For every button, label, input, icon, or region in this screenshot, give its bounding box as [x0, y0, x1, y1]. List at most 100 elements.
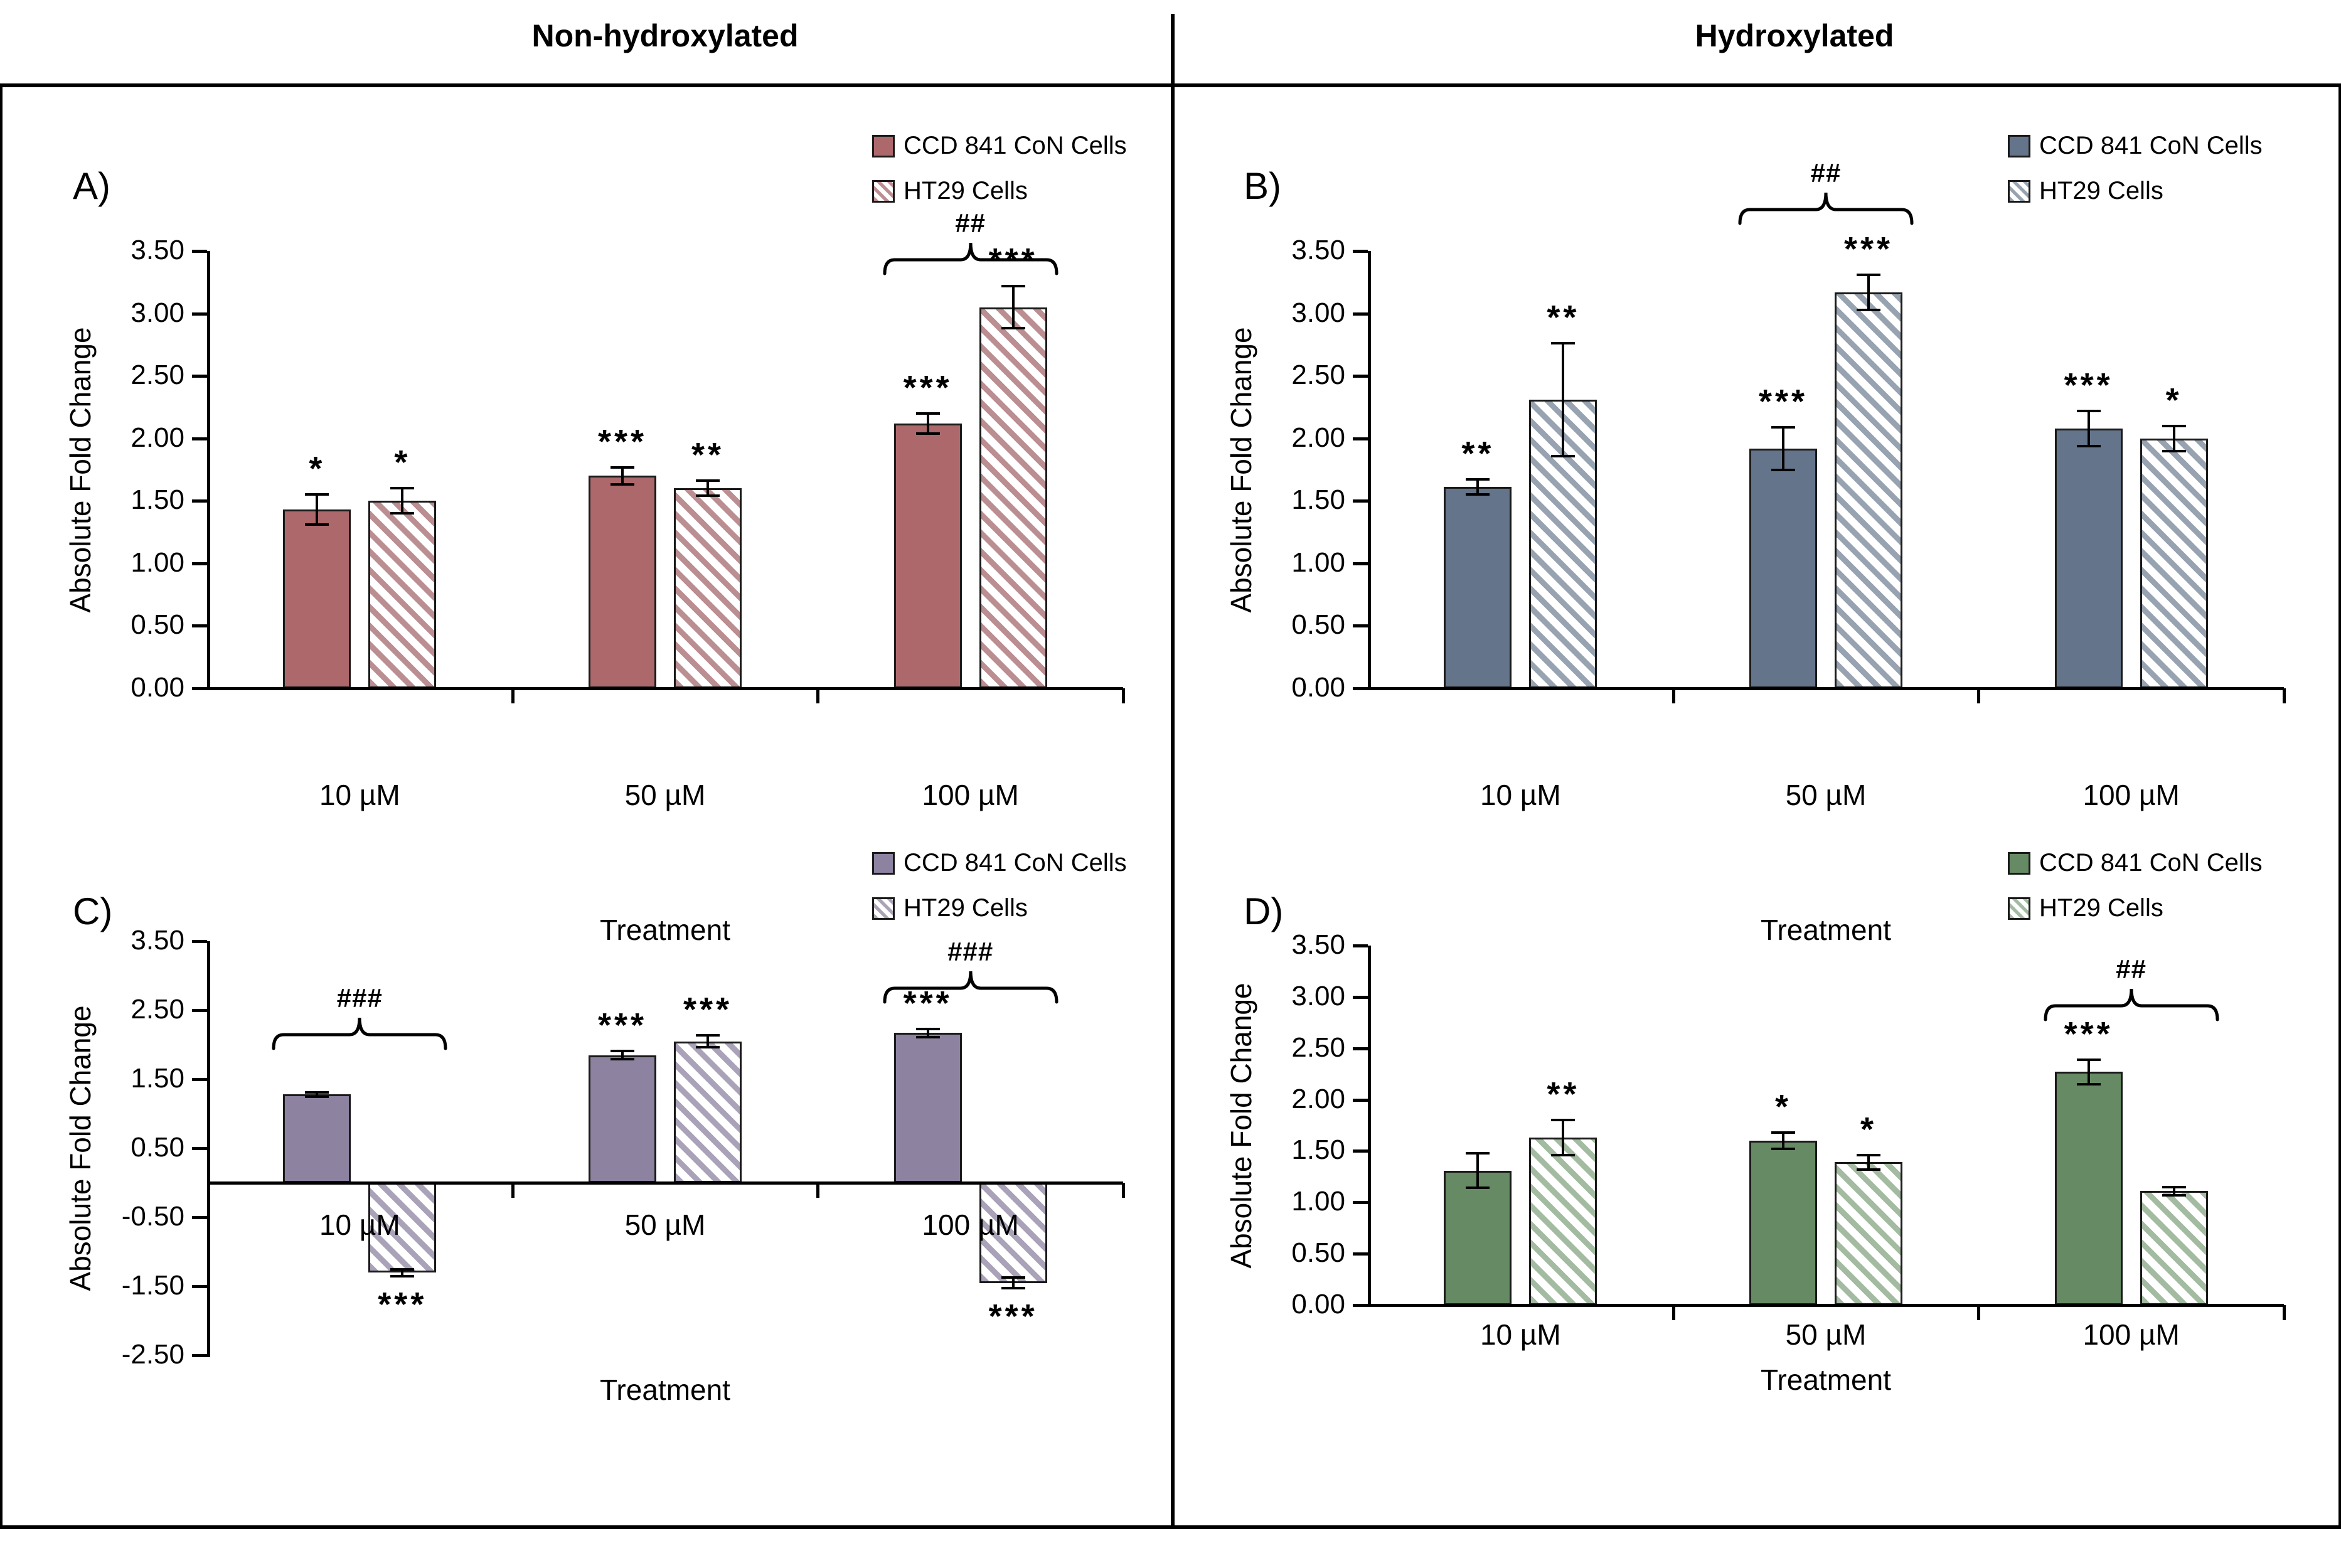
error-bar-line — [1562, 343, 1565, 456]
y-tick-label: 3.00 — [1291, 980, 1345, 1011]
x-axis-title: Treatment — [600, 914, 730, 946]
y-tick-mark — [1353, 687, 1368, 690]
y-tick-label: -0.50 — [121, 1201, 184, 1232]
y-tick-label: 0.50 — [1291, 1237, 1345, 1269]
x-tick-mark — [2283, 1305, 2286, 1320]
legend-swatch-solid — [872, 135, 895, 157]
error-bar-line — [1476, 479, 1480, 495]
error-bar-cap — [2076, 1058, 2101, 1061]
error-bar-cap — [305, 1091, 329, 1094]
error-bar-line — [707, 481, 709, 496]
x-category-label: 50 µM — [1785, 1318, 1867, 1351]
y-tick-label: 2.00 — [131, 422, 184, 453]
brace-annotation — [1738, 193, 1914, 225]
error-bar-line — [1562, 1120, 1565, 1155]
error-bar-cap — [1001, 1276, 1025, 1279]
y-axis-title: Absolute Fold Change — [1225, 326, 1257, 613]
y-tick-mark — [192, 1078, 207, 1081]
significance-label: ** — [691, 436, 725, 474]
brace-path — [272, 1017, 447, 1050]
x-category-label: 50 µM — [624, 779, 706, 811]
error-bar-cap — [915, 1035, 940, 1038]
y-tick-mark — [192, 1147, 207, 1150]
error-bar-cap — [1771, 1131, 1795, 1134]
error-bar-line — [1011, 1277, 1015, 1289]
y-tick-label: 3.50 — [131, 925, 184, 956]
significance-label: *** — [2064, 1015, 2113, 1053]
error-bar-cap — [1771, 1148, 1795, 1151]
y-tick-label: 2.50 — [131, 994, 184, 1025]
panel-label-C: C) — [73, 890, 113, 932]
error-bar-cap — [305, 1095, 329, 1098]
y-tick-mark — [1353, 1201, 1368, 1205]
brace-label: ## — [1810, 158, 1842, 188]
y-tick-label: 1.00 — [1291, 547, 1345, 578]
bar-solid-10µM — [283, 1094, 351, 1183]
error-bar-line — [926, 1028, 929, 1037]
y-tick-mark — [1353, 250, 1368, 253]
legend-label: CCD 841 CoN Cells — [904, 849, 1127, 877]
error-bar-cap — [2162, 449, 2186, 452]
y-tick-mark — [1353, 375, 1368, 378]
y-axis — [1368, 946, 1371, 1307]
y-tick-label: 3.50 — [131, 235, 184, 265]
x-axis — [207, 687, 1123, 690]
y-axis — [207, 941, 210, 1357]
legend-swatch-solid — [872, 852, 895, 875]
legend-swatch-solid — [2008, 852, 2030, 875]
legend-swatch-hatched — [2008, 897, 2030, 920]
y-tick-label: 3.50 — [1291, 235, 1345, 265]
y-tick-label: 2.50 — [1291, 360, 1345, 391]
significance-label: *** — [903, 368, 952, 407]
y-tick-label: 3.00 — [1291, 297, 1345, 328]
significance-label: *** — [597, 1006, 648, 1044]
x-tick-mark — [1672, 688, 1675, 703]
bar-hatched-100µM — [979, 307, 1047, 688]
y-tick-label: -2.50 — [121, 1339, 184, 1370]
panel-label-D: D) — [1244, 890, 1284, 932]
y-tick-mark — [1353, 562, 1368, 565]
x-category-label: 100 µM — [922, 1208, 1019, 1241]
x-tick-mark — [816, 1183, 820, 1198]
y-tick-mark — [192, 624, 207, 628]
significance-label: * — [309, 450, 326, 488]
y-tick-mark — [1353, 944, 1368, 947]
x-tick-mark — [2283, 688, 2286, 703]
significance-label: *** — [1843, 230, 1894, 268]
brace-path — [2044, 988, 2219, 1021]
bar-solid-50µM — [1749, 448, 1817, 688]
error-bar-line — [316, 494, 319, 525]
error-bar-line — [401, 1269, 404, 1276]
legend-swatch-hatched — [872, 180, 895, 203]
x-tick-mark — [1122, 1183, 1125, 1198]
legend-label: HT29 Cells — [2039, 894, 2163, 922]
significance-label: *** — [1758, 382, 1808, 420]
y-tick-label: 1.00 — [1291, 1186, 1345, 1217]
y-tick-mark — [192, 250, 207, 253]
error-bar-line — [2172, 1187, 2175, 1195]
column-header-hydroxylated: Hydroxylated — [1695, 18, 1894, 53]
bar-solid-100µM — [2054, 1072, 2123, 1305]
x-axis — [1368, 687, 2284, 690]
significance-label: ** — [1547, 299, 1580, 337]
brace-annotation — [883, 971, 1059, 1004]
significance-label: * — [394, 444, 411, 482]
y-tick-mark — [1353, 1098, 1368, 1102]
error-bar-cap — [1466, 493, 1490, 496]
brace-path — [883, 242, 1059, 275]
y-tick-label: 2.00 — [1291, 1083, 1345, 1114]
error-bar-cap — [390, 1274, 415, 1277]
brace-annotation — [883, 242, 1059, 275]
panel-label-B: B) — [1244, 165, 1281, 207]
y-axis — [1368, 251, 1371, 690]
bar-solid-100µM — [893, 1033, 962, 1183]
x-category-label: 10 µM — [319, 779, 400, 811]
error-bar-cap — [1551, 454, 1576, 457]
y-tick-label: -1.50 — [121, 1270, 184, 1301]
y-tick-mark — [192, 940, 207, 943]
x-category-label: 10 µM — [1480, 1318, 1561, 1351]
error-bar-cap — [1857, 308, 1880, 311]
brace-label: ## — [955, 208, 986, 238]
x-axis-title: Treatment — [1761, 914, 1891, 946]
error-bar-cap — [390, 512, 415, 515]
